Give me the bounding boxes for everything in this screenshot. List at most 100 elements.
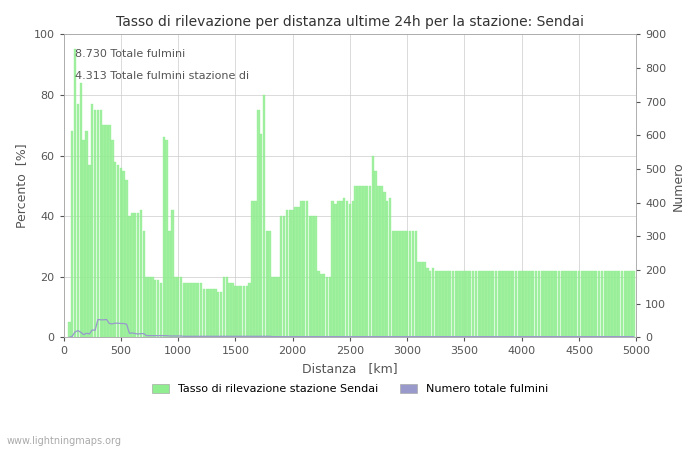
Bar: [237, 286, 239, 338]
Bar: [146, 277, 148, 338]
Bar: [80, 83, 82, 338]
Bar: [194, 283, 197, 338]
Bar: [612, 270, 615, 338]
Legend: Tasso di rilevazione stazione Sendai, Numero totale fulmini: Tasso di rilevazione stazione Sendai, Nu…: [148, 379, 552, 398]
Text: 8.730 Totale fulmini: 8.730 Totale fulmini: [75, 50, 186, 59]
Bar: [454, 270, 457, 338]
Bar: [335, 204, 337, 338]
Bar: [272, 277, 274, 338]
Bar: [74, 50, 76, 338]
Bar: [243, 286, 245, 338]
Bar: [260, 134, 262, 338]
Bar: [558, 270, 560, 338]
Bar: [429, 270, 431, 338]
Bar: [461, 270, 463, 338]
Bar: [76, 104, 79, 338]
Title: Tasso di rilevazione per distanza ultime 24h per la stazione: Sendai: Tasso di rilevazione per distanza ultime…: [116, 15, 584, 29]
Bar: [354, 186, 357, 338]
Bar: [162, 137, 165, 338]
Bar: [320, 274, 323, 338]
Bar: [452, 270, 454, 338]
Bar: [621, 270, 623, 338]
Bar: [340, 201, 342, 338]
Bar: [580, 270, 583, 338]
Text: 4.313 Totale fulmini stazione di: 4.313 Totale fulmini stazione di: [75, 71, 249, 81]
Bar: [251, 201, 254, 338]
Bar: [120, 168, 122, 338]
Bar: [438, 270, 440, 338]
Bar: [440, 270, 443, 338]
Bar: [598, 270, 601, 338]
Bar: [68, 322, 71, 338]
Bar: [389, 198, 391, 338]
Bar: [500, 270, 503, 338]
Bar: [220, 292, 223, 338]
Bar: [503, 270, 506, 338]
Bar: [83, 140, 85, 338]
Bar: [117, 165, 119, 338]
Bar: [403, 231, 405, 338]
Bar: [360, 186, 363, 338]
Bar: [139, 210, 142, 338]
Bar: [191, 283, 194, 338]
Bar: [343, 198, 346, 338]
Bar: [303, 201, 305, 338]
Bar: [543, 270, 546, 338]
Bar: [555, 270, 557, 338]
Bar: [217, 292, 220, 338]
Bar: [609, 270, 612, 338]
Bar: [85, 131, 88, 338]
Bar: [592, 270, 594, 338]
Bar: [274, 277, 277, 338]
Bar: [269, 231, 271, 338]
Bar: [584, 270, 586, 338]
Bar: [506, 270, 509, 338]
Bar: [601, 270, 603, 338]
Bar: [477, 270, 480, 338]
Bar: [409, 231, 412, 338]
Bar: [414, 231, 417, 338]
Bar: [458, 270, 460, 338]
Bar: [566, 270, 569, 338]
Bar: [572, 270, 575, 338]
Bar: [492, 270, 494, 338]
Bar: [211, 289, 214, 338]
Bar: [277, 277, 279, 338]
Bar: [435, 270, 437, 338]
Bar: [202, 289, 205, 338]
Bar: [206, 289, 208, 338]
Bar: [234, 286, 237, 338]
Bar: [157, 280, 160, 338]
Bar: [446, 270, 449, 338]
Bar: [349, 204, 351, 338]
Bar: [99, 110, 102, 338]
Bar: [561, 270, 563, 338]
Bar: [223, 277, 225, 338]
Bar: [509, 270, 512, 338]
Bar: [114, 162, 116, 338]
Bar: [472, 270, 475, 338]
Bar: [495, 270, 497, 338]
Bar: [398, 231, 400, 338]
Bar: [160, 283, 162, 338]
Bar: [517, 270, 520, 338]
Bar: [71, 131, 74, 338]
Bar: [288, 210, 291, 338]
Bar: [564, 270, 566, 338]
Bar: [309, 216, 311, 338]
Bar: [346, 201, 349, 338]
Bar: [225, 277, 228, 338]
Text: www.lightningmaps.org: www.lightningmaps.org: [7, 436, 122, 446]
Bar: [197, 283, 199, 338]
Bar: [105, 125, 108, 338]
Y-axis label: Percento  [%]: Percento [%]: [15, 144, 28, 228]
Bar: [326, 277, 328, 338]
Bar: [377, 186, 380, 338]
Bar: [569, 270, 572, 338]
Bar: [108, 125, 111, 338]
Bar: [328, 277, 331, 338]
Bar: [489, 270, 491, 338]
Bar: [366, 186, 368, 338]
Bar: [498, 270, 500, 338]
Bar: [524, 270, 526, 338]
